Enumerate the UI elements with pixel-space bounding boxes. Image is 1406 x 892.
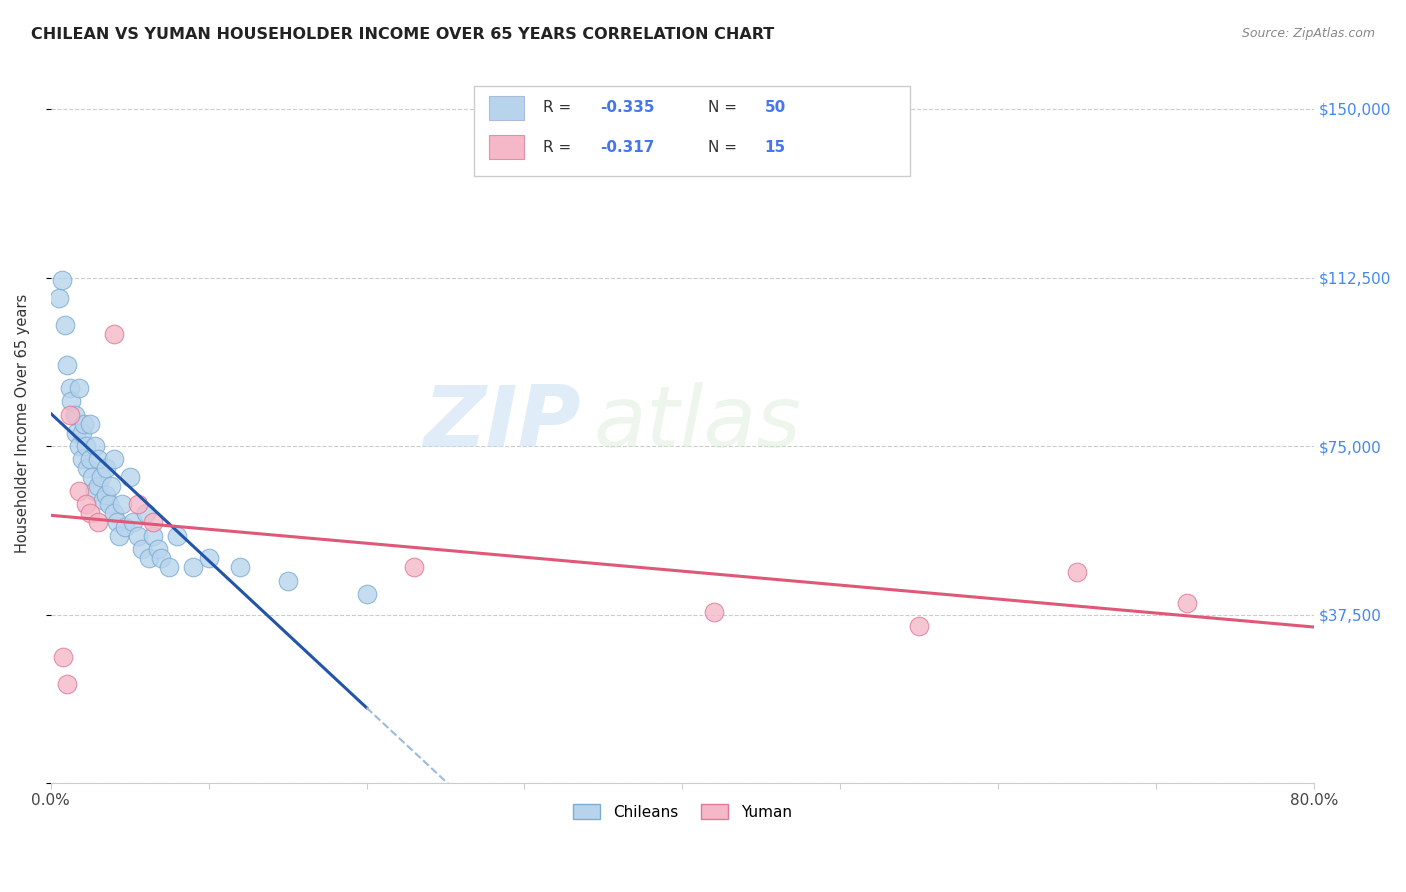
Point: [79, 507, 101, 521]
Point: [107, 529, 129, 543]
Point: [127, 498, 149, 512]
Point: [65, 425, 87, 440]
Point: [52, 650, 75, 665]
Point: [118, 470, 141, 484]
Point: [402, 560, 425, 574]
Point: [181, 560, 204, 574]
Point: [103, 452, 125, 467]
Point: [91, 492, 114, 507]
Text: R =: R =: [543, 140, 576, 154]
Point: [94, 461, 117, 475]
Point: [94, 488, 117, 502]
Point: [48, 291, 70, 305]
Point: [75, 439, 97, 453]
Point: [55, 358, 77, 372]
Point: [51, 273, 73, 287]
Y-axis label: Householder Income Over 65 years: Householder Income Over 65 years: [15, 294, 30, 553]
Text: -0.335: -0.335: [600, 100, 655, 115]
Point: [79, 452, 101, 467]
Point: [67, 381, 90, 395]
Point: [1177, 596, 1199, 610]
Point: [135, 507, 157, 521]
Point: [60, 394, 83, 409]
Point: [84, 439, 107, 453]
Point: [148, 542, 170, 557]
Point: [197, 551, 219, 566]
Point: [166, 529, 188, 543]
Point: [142, 529, 165, 543]
Point: [103, 507, 125, 521]
Point: [87, 479, 110, 493]
Point: [72, 425, 94, 440]
Point: [59, 408, 82, 422]
Point: [67, 439, 90, 453]
Point: [142, 516, 165, 530]
Point: [73, 417, 96, 431]
Point: [67, 483, 90, 498]
Point: [63, 408, 86, 422]
Point: [90, 470, 112, 484]
Text: ZIP: ZIP: [423, 382, 581, 465]
FancyBboxPatch shape: [474, 86, 910, 176]
Text: atlas: atlas: [593, 382, 801, 465]
Point: [127, 529, 149, 543]
FancyBboxPatch shape: [489, 95, 524, 120]
Text: N =: N =: [707, 100, 741, 115]
Point: [75, 498, 97, 512]
Point: [72, 452, 94, 467]
Text: 50: 50: [765, 100, 786, 115]
FancyBboxPatch shape: [489, 136, 524, 160]
Point: [79, 417, 101, 431]
Point: [53, 318, 76, 332]
Point: [703, 605, 725, 619]
Point: [55, 677, 77, 691]
Point: [111, 498, 134, 512]
Text: Source: ZipAtlas.com: Source: ZipAtlas.com: [1241, 27, 1375, 40]
Point: [1066, 565, 1088, 579]
Point: [98, 498, 121, 512]
Point: [356, 587, 378, 601]
Text: N =: N =: [707, 140, 741, 154]
Point: [76, 461, 98, 475]
Point: [87, 452, 110, 467]
Legend: Chileans, Yuman: Chileans, Yuman: [567, 797, 797, 826]
Point: [157, 560, 180, 574]
Point: [122, 516, 145, 530]
Point: [80, 470, 103, 484]
Text: CHILEAN VS YUMAN HOUSEHOLDER INCOME OVER 65 YEARS CORRELATION CHART: CHILEAN VS YUMAN HOUSEHOLDER INCOME OVER…: [31, 27, 775, 42]
Point: [84, 483, 107, 498]
Point: [103, 326, 125, 341]
Point: [114, 520, 136, 534]
Point: [150, 551, 173, 566]
Point: [277, 574, 299, 588]
Point: [908, 619, 931, 633]
Point: [131, 542, 153, 557]
Text: 15: 15: [765, 140, 786, 154]
Text: -0.317: -0.317: [600, 140, 655, 154]
Text: R =: R =: [543, 100, 576, 115]
Point: [59, 381, 82, 395]
Point: [100, 479, 122, 493]
Point: [229, 560, 252, 574]
Point: [105, 516, 128, 530]
Point: [138, 551, 160, 566]
Point: [87, 516, 110, 530]
